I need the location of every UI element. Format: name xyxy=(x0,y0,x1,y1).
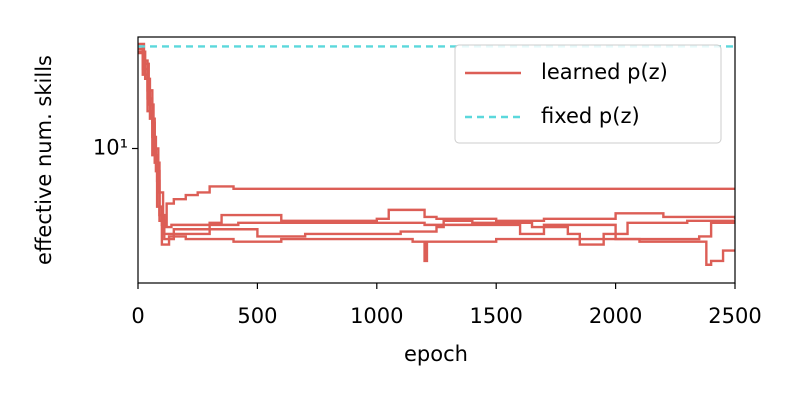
legend-box xyxy=(454,44,722,144)
line-series xyxy=(138,42,735,241)
x-tick-label: 500 xyxy=(237,304,277,328)
y-tick-label: 10¹ xyxy=(93,136,128,160)
legend-label: learned p(z) xyxy=(541,60,668,84)
y-axis-label: effective num. skills xyxy=(32,55,56,265)
x-tick-label: 1500 xyxy=(469,304,522,328)
x-tick-label: 2000 xyxy=(589,304,642,328)
x-tick-label: 1000 xyxy=(350,304,403,328)
x-tick-label: 2500 xyxy=(708,304,761,328)
plot-frame xyxy=(137,36,736,284)
legend-label: fixed p(z) xyxy=(541,104,640,128)
x-tick-label: 0 xyxy=(131,304,144,328)
x-axis-label: epoch xyxy=(404,342,468,366)
